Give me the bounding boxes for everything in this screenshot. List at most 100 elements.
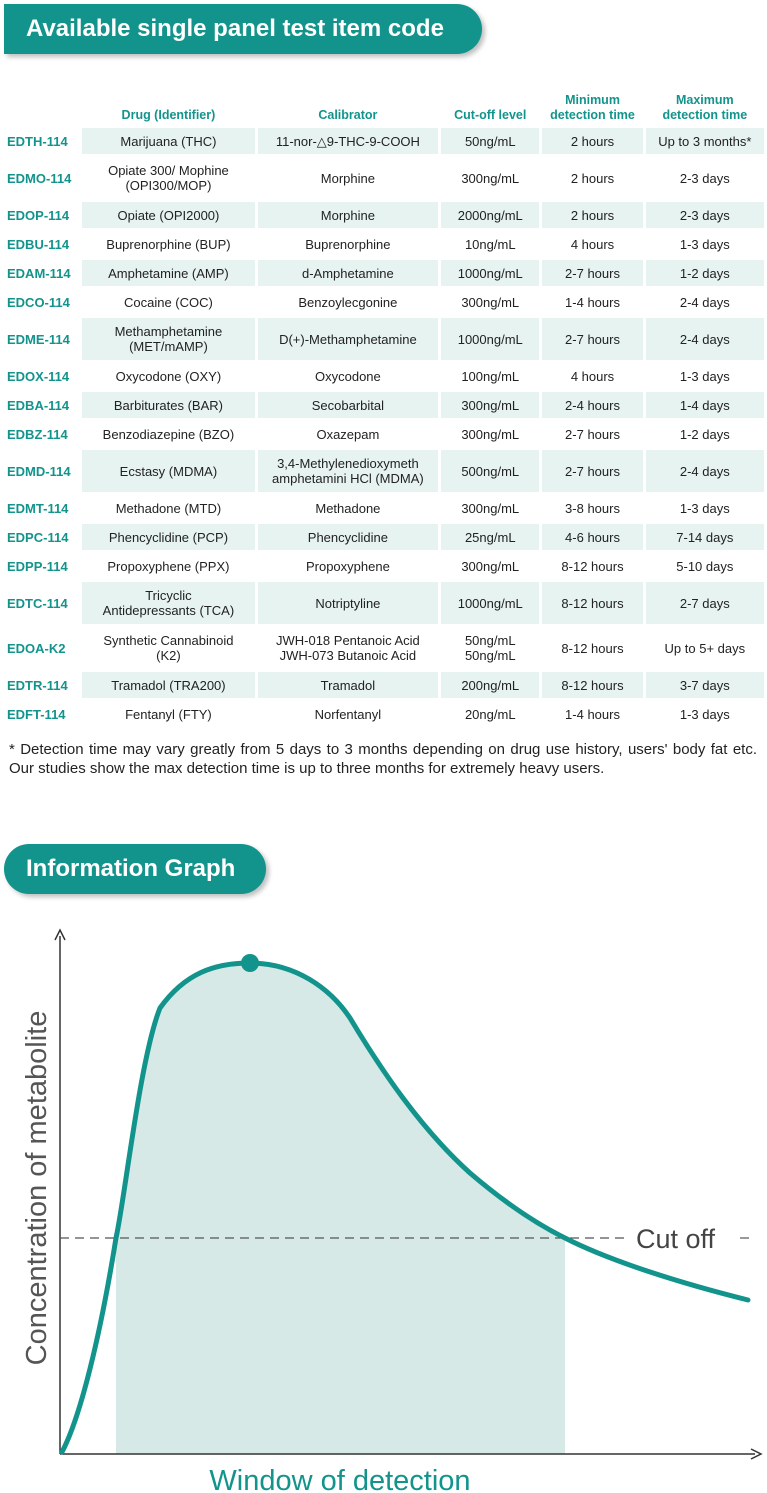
min-time-cell: 4 hours [542, 363, 643, 389]
calibrator-cell: Morphine [257, 202, 439, 228]
code-cell: EDBZ-114 [7, 426, 68, 442]
table-header-row: Drug (Identifier) Calibrator Cut-off lev… [3, 81, 764, 125]
calibrator-cell: Methadone [257, 495, 439, 521]
drug-cell: Opiate 300/ Mophine (OPI300/MOP) [82, 157, 255, 199]
max-time-cell: 1-2 days [645, 260, 764, 286]
table-row: EDME-114 Methamphetamine (MET/mAMP) D(+)-M… [3, 318, 764, 360]
drug-cell: Ecstasy (MDMA) [82, 450, 255, 492]
cutoff-cell: 50ng/mL [441, 128, 540, 154]
code-cell: EDOX-114 [7, 368, 70, 384]
max-time-cell: 2-7 days [645, 582, 764, 624]
max-time-cell: 1-4 days [645, 392, 764, 418]
peak-marker [241, 954, 259, 972]
cutoff-cell: 20ng/mL [441, 701, 540, 727]
cutoff-cell: 1000ng/mL [441, 582, 540, 624]
table-row: EDAM-114 Amphetamine (AMP) d-Amphetamine 10… [3, 260, 764, 286]
table-row: EDCO-114 Cocaine (COC) Benzoylecgonine 300n… [3, 289, 764, 315]
calibrator-cell: 11-nor-△9-THC-9-COOH [257, 128, 439, 154]
max-time-cell: 1-3 days [645, 231, 764, 257]
section-title-information-graph: Information Graph [4, 844, 266, 894]
x-axis-label: Window of detection [209, 1465, 470, 1493]
min-time-cell: 2-7 hours [542, 318, 643, 360]
x-axis-arrow [750, 1448, 763, 1460]
code-cell: EDAM-114 [7, 265, 71, 281]
code-cell: EDMT-114 [7, 500, 69, 516]
cutoff-cell: 25ng/mL [441, 524, 540, 550]
max-time-cell: 2-4 days [645, 450, 764, 492]
min-time-cell: 1-4 hours [542, 289, 643, 315]
drug-cell: Benzodiazepine (BZO) [82, 421, 255, 447]
calibrator-cell: Oxazepam [257, 421, 439, 447]
code-cell: EDTC-114 [7, 595, 68, 611]
min-time-cell: 2 hours [542, 157, 643, 199]
code-cell: EDBU-114 [7, 236, 70, 252]
calibrator-cell: Phencyclidine [257, 524, 439, 550]
header-calibrator: Calibrator [318, 108, 378, 122]
max-time-cell: 7-14 days [645, 524, 764, 550]
header-cutoff: Cut-off level [454, 108, 527, 122]
table-row: EDOX-114 Oxycodone (OXY) Oxycodone 100ng/mL… [3, 363, 764, 389]
min-time-cell: 2-7 hours [542, 260, 643, 286]
code-cell: EDBA-114 [7, 397, 70, 413]
min-time-cell: 4 hours [542, 231, 643, 257]
min-time-cell: 2 hours [542, 202, 643, 228]
code-cell: EDTR-114 [7, 677, 68, 693]
max-time-cell: 5-10 days [645, 553, 764, 579]
code-cell: EDCO-114 [7, 294, 70, 310]
cutoff-cell: 500ng/mL [441, 450, 540, 492]
code-cell: EDOA-K2 [7, 640, 66, 656]
drug-cell: Cocaine (COC) [82, 289, 255, 315]
code-cell: EDPP-114 [7, 558, 68, 574]
table-row: EDBA-114 Barbiturates (BAR) Secobarbital 30… [3, 392, 764, 418]
max-time-cell: Up to 3 months* [645, 128, 764, 154]
table-row: EDPC-114 Phencyclidine (PCP) Phencyclidine… [3, 524, 764, 550]
code-cell: EDMD-114 [7, 463, 71, 479]
min-time-cell: 2-4 hours [542, 392, 643, 418]
drug-cell: Buprenorphine (BUP) [82, 231, 255, 257]
min-time-cell: 2-7 hours [542, 450, 643, 492]
table-row: EDTR-114 Tramadol (TRA200) Tramadol 200ng/m… [3, 672, 764, 698]
code-cell: EDOP-114 [7, 207, 70, 223]
min-time-cell: 2-7 hours [542, 421, 643, 447]
drug-cell: Opiate (OPI2000) [82, 202, 255, 228]
drug-cell: Methamphetamine (MET/mAMP) [82, 318, 255, 360]
calibrator-cell: Benzoylecgonine [257, 289, 439, 315]
drug-cell: Barbiturates (BAR) [82, 392, 255, 418]
max-time-cell: 1-3 days [645, 495, 764, 521]
code-cell: EDFT-114 [7, 706, 66, 722]
cutoff-cell: 300ng/mL [441, 157, 540, 199]
detection-window-area [116, 963, 565, 1454]
min-time-cell: 1-4 hours [542, 701, 643, 727]
table-row: EDOP-114 Opiate (OPI2000) Morphine 2000ng/m… [3, 202, 764, 228]
header-code [3, 81, 79, 125]
table-row: EDPP-114 Propoxyphene (PPX) Propoxyphene 30… [3, 553, 764, 579]
drug-cell: Oxycodone (OXY) [82, 363, 255, 389]
code-cell: EDMO-114 [7, 170, 72, 186]
table-row: EDBU-114 Buprenorphine (BUP) Buprenorphine… [3, 231, 764, 257]
min-time-cell: 8-12 hours [542, 582, 643, 624]
cutoff-cell: 300ng/mL [441, 392, 540, 418]
cutoff-cell: 10ng/mL [441, 231, 540, 257]
information-graph: Cut off Concentration of metabolite Wind… [21, 928, 763, 1493]
header-drug: Drug (Identifier) [121, 108, 216, 122]
cutoff-cell: 100ng/mL [441, 363, 540, 389]
code-cell: EDPC-114 [7, 529, 69, 545]
min-time-cell: 8-12 hours [542, 672, 643, 698]
max-time-cell: 1-3 days [645, 363, 764, 389]
header-max-time: Maximum detection time [662, 93, 748, 122]
code-cell: EDME-114 [7, 331, 70, 347]
drug-cell: Amphetamine (AMP) [82, 260, 255, 286]
drug-cell: Marijuana (THC) [82, 128, 255, 154]
y-axis-label: Concentration of metabolite [21, 1011, 53, 1366]
table-body: EDTH-114 Marijuana (THC) 11-nor-△9-THC-9-C… [3, 128, 764, 727]
calibrator-cell: D(+)-Methamphetamine [257, 318, 439, 360]
calibrator-cell: Tramadol [257, 672, 439, 698]
calibrator-cell: d-Amphetamine [257, 260, 439, 286]
code-cell: EDTH-114 [7, 133, 68, 149]
max-time-cell: 2-4 days [645, 318, 764, 360]
calibrator-cell: Propoxyphene [257, 553, 439, 579]
cutoff-cell: 1000ng/mL [441, 260, 540, 286]
cutoff-cell: 300ng/mL [441, 495, 540, 521]
drug-cell: Phencyclidine (PCP) [82, 524, 255, 550]
calibrator-cell: Secobarbital [257, 392, 439, 418]
